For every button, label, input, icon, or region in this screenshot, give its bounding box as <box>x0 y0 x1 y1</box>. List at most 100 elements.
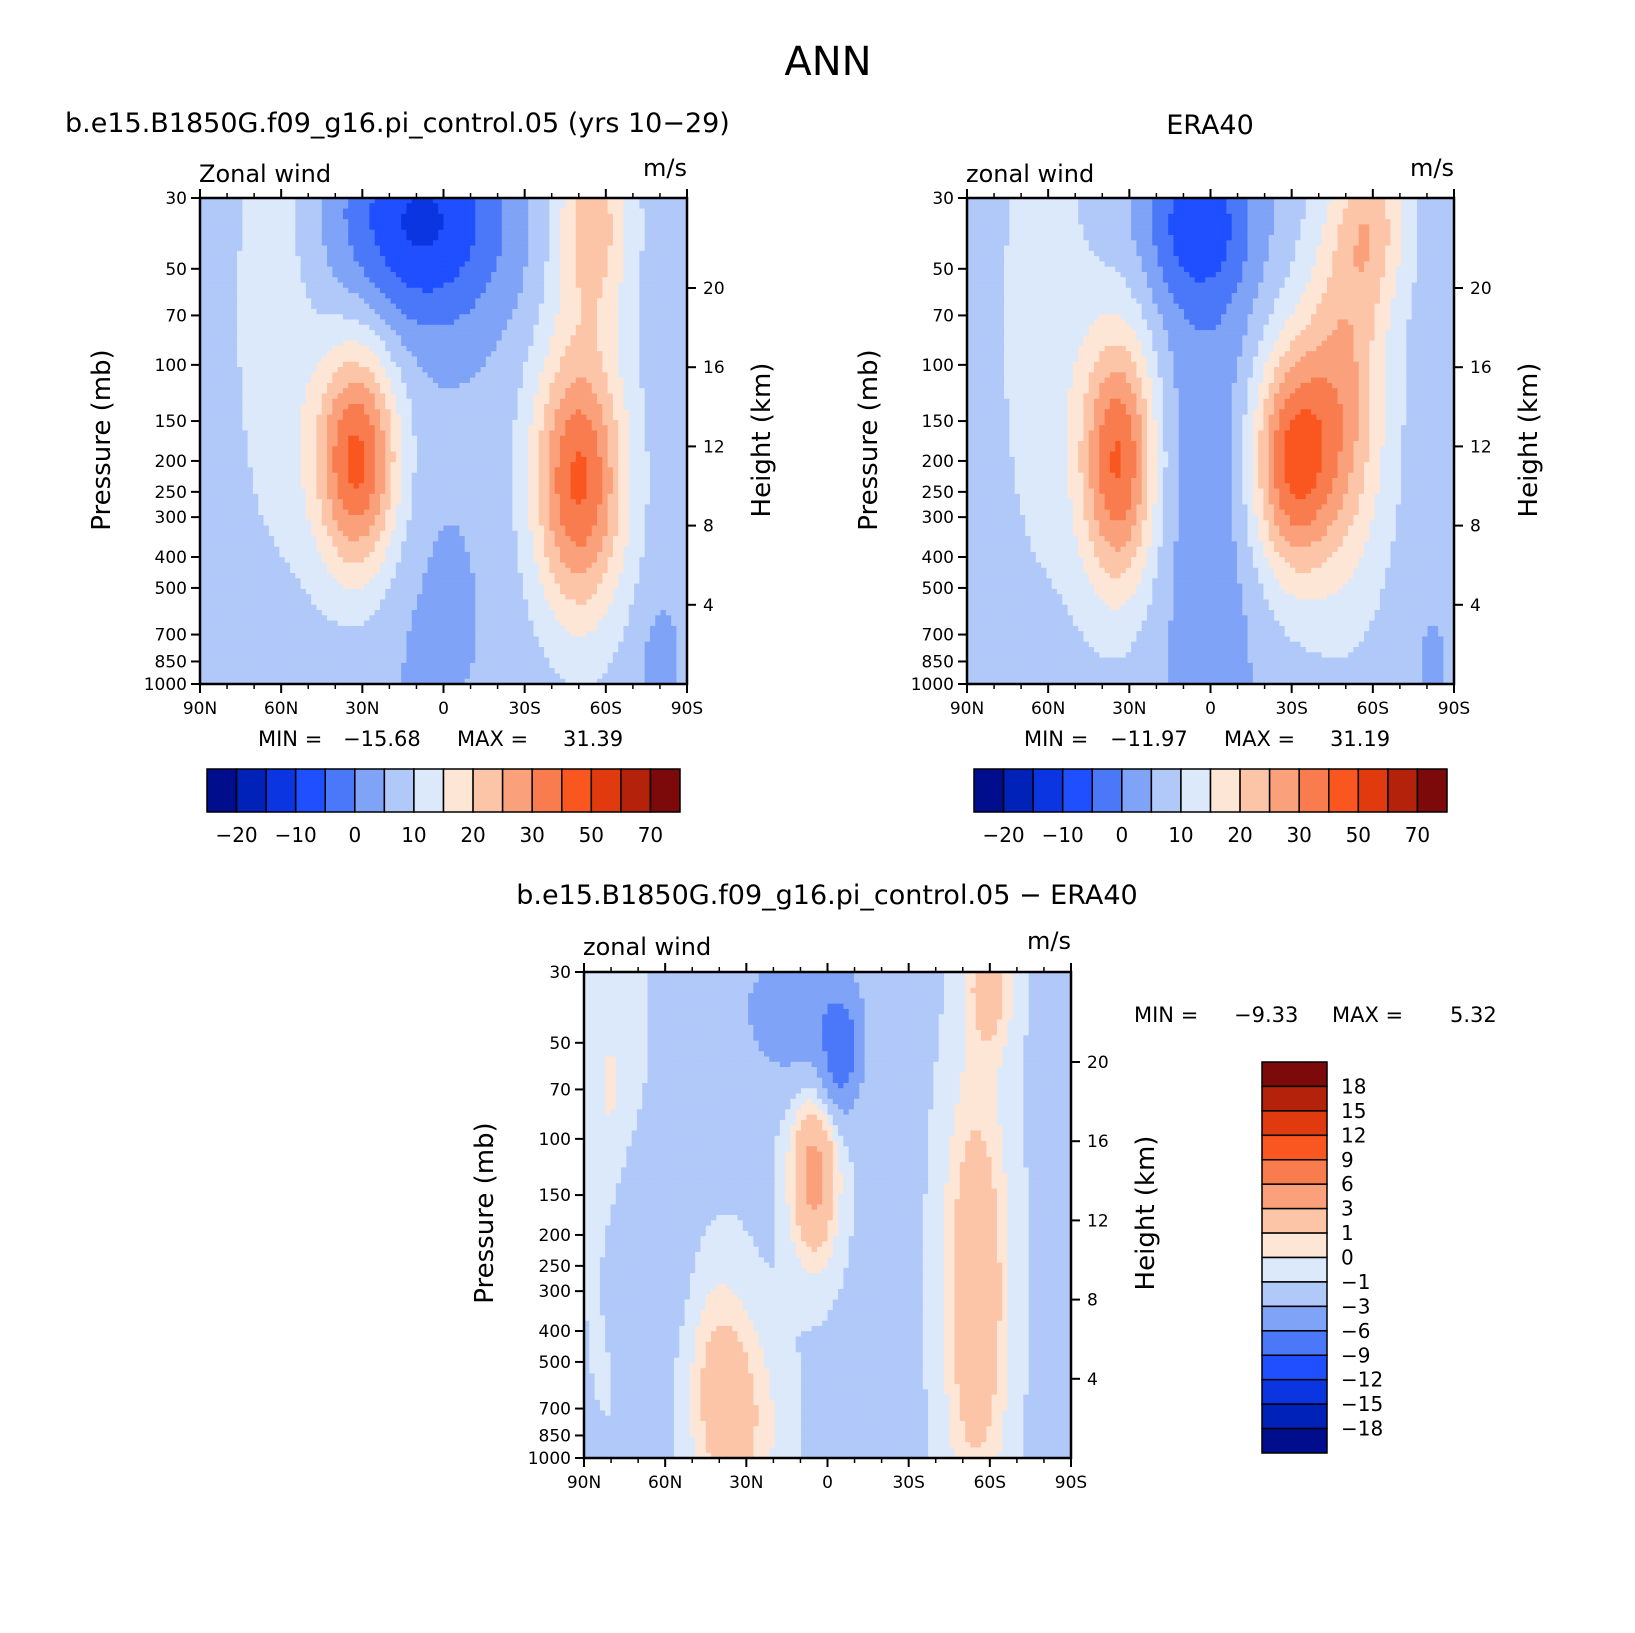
contour-cell <box>660 467 667 474</box>
contour-cell <box>300 367 307 373</box>
contour-cell <box>364 219 370 226</box>
contour-cell <box>242 314 249 321</box>
contour-cell <box>469 324 476 331</box>
contour-cell <box>348 203 355 210</box>
contour-cell <box>205 361 212 368</box>
contour-cell <box>284 367 291 373</box>
contour-cell <box>485 256 492 262</box>
contour-cell <box>401 419 408 426</box>
contour-cell <box>438 409 445 416</box>
contour-cell <box>369 293 376 299</box>
contour-cell <box>533 361 540 368</box>
contour-cell <box>231 293 238 299</box>
contour-cell <box>305 414 312 421</box>
contour-cell <box>353 266 360 273</box>
contour-cell <box>252 324 259 331</box>
contour-cell <box>268 345 275 352</box>
contour-cell <box>327 234 333 241</box>
contour-cell <box>332 330 339 336</box>
contour-cell <box>337 472 344 479</box>
contour-cell <box>289 298 296 305</box>
contour-cell <box>671 472 678 479</box>
contour-cell <box>454 441 460 447</box>
contour-cell <box>512 477 519 484</box>
contour-cell <box>258 404 265 410</box>
contour-cell <box>491 266 498 273</box>
contour-cell <box>432 472 439 479</box>
contour-cell <box>258 446 265 453</box>
contour-cell <box>464 271 471 278</box>
contour-cell <box>305 393 312 400</box>
contour-cell <box>612 282 619 289</box>
contour-cell <box>279 229 286 236</box>
contour-cell <box>247 430 254 437</box>
contour-cell <box>390 198 397 204</box>
contour-cell <box>279 234 286 241</box>
contour-cell <box>274 367 280 373</box>
contour-cell <box>575 419 582 426</box>
contour-cell <box>289 219 296 226</box>
contour-cell <box>300 435 307 442</box>
contour-cell <box>612 356 619 363</box>
contour-cell <box>300 229 307 236</box>
contour-cell <box>671 277 678 284</box>
contour-cell <box>221 219 228 226</box>
contour-cell <box>591 224 598 231</box>
contour-cell <box>628 414 635 421</box>
contour-cell <box>591 198 598 204</box>
contour-cell <box>200 404 206 410</box>
contour-cell <box>247 314 254 321</box>
contour-cell <box>554 430 561 437</box>
contour-cell <box>628 282 635 289</box>
contour-cell <box>348 234 355 241</box>
contour-cell <box>263 308 270 315</box>
contour-cell <box>544 308 550 315</box>
contour-cell <box>480 425 487 432</box>
contour-cell <box>379 430 386 437</box>
contour-cell <box>406 361 413 368</box>
contour-cell <box>337 398 344 405</box>
contour-cell <box>522 287 529 294</box>
contour-cell <box>676 467 683 474</box>
contour-cell <box>237 324 243 331</box>
contour-cell <box>311 367 318 373</box>
contour-cell <box>507 277 513 284</box>
contour-cell <box>581 441 588 447</box>
contour-cell <box>348 224 355 231</box>
contour-cell <box>554 435 561 442</box>
contour-cell <box>364 435 370 442</box>
contour-cell <box>591 335 598 342</box>
contour-cell <box>258 441 265 447</box>
contour-cell <box>512 198 519 204</box>
contour-cell <box>655 398 662 405</box>
contour-cell <box>485 340 492 347</box>
contour-cell <box>464 213 471 220</box>
contour-cell <box>512 219 519 226</box>
contour-cell <box>263 219 270 226</box>
contour-cell <box>660 409 667 416</box>
contour-cell <box>544 382 550 389</box>
contour-cell <box>607 425 614 432</box>
contour-cell <box>681 229 688 236</box>
contour-cell <box>496 256 503 262</box>
contour-cell <box>210 330 217 336</box>
contour-cell <box>597 446 603 453</box>
contour-cell <box>427 208 434 215</box>
contour-cell <box>268 451 275 458</box>
contour-cell <box>263 419 270 426</box>
contour-cell <box>549 335 556 342</box>
contour-cell <box>634 382 640 389</box>
contour-cell <box>316 245 323 252</box>
contour-cell <box>242 261 249 268</box>
contour-cell <box>337 377 344 384</box>
contour-cell <box>358 472 365 479</box>
contour-cell <box>602 229 609 236</box>
contour-cell <box>337 382 344 389</box>
contour-cell <box>597 240 603 247</box>
contour-cell <box>544 203 550 210</box>
contour-cell <box>289 256 296 262</box>
contour-cell <box>448 456 455 463</box>
contour-cell <box>559 229 566 236</box>
contour-cell <box>581 472 588 479</box>
contour-cell <box>295 382 302 389</box>
